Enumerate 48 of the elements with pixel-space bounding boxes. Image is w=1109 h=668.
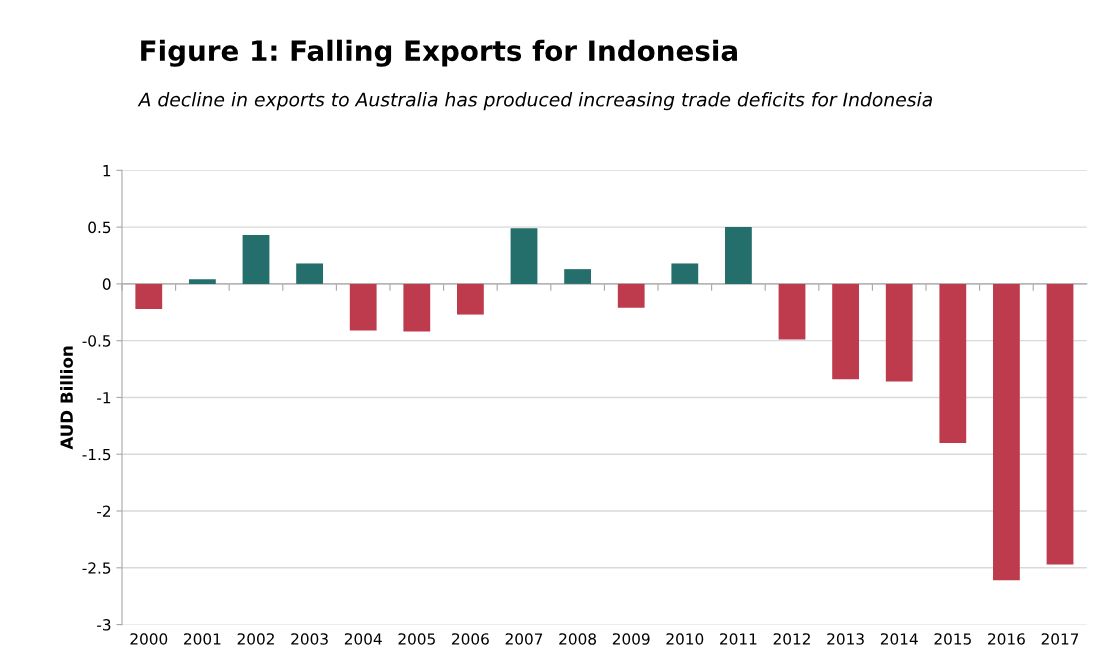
x-tick-label: 2008 <box>559 633 596 645</box>
y-tick-label: -0.5 <box>82 335 111 347</box>
y-tick-label: 0.5 <box>88 221 111 234</box>
x-tick-label: 2004 <box>344 633 382 645</box>
bar <box>188 279 216 284</box>
y-tick-label: -3 <box>97 619 111 631</box>
bar <box>349 283 377 331</box>
bar <box>564 269 591 284</box>
x-tick-label: 2010 <box>666 633 704 645</box>
x-tick-label: 2016 <box>988 633 1025 645</box>
x-tick-label: 2001 <box>184 633 221 645</box>
chart-subtitle: A decline in exports to Australia has produced increasing trade deficits for Indonesia <box>137 92 932 111</box>
bar <box>885 283 913 382</box>
y-tick-label: -2.5 <box>82 562 111 574</box>
y-axis-title: AUD Billion <box>60 346 73 450</box>
chart-title: Figure 1: Falling Exports for Indonesia <box>141 39 737 67</box>
y-tick-label: -1 <box>97 392 111 404</box>
bar <box>617 283 645 308</box>
bar <box>296 263 323 284</box>
y-tick-label: -2 <box>97 505 111 517</box>
bar <box>457 283 484 315</box>
bar <box>403 283 431 332</box>
x-tick-label: 2011 <box>720 633 757 645</box>
bar <box>725 227 752 284</box>
x-tick-label: 2007 <box>505 633 543 645</box>
x-tick-label: 2000 <box>130 633 168 645</box>
x-tick-label: 2009 <box>612 633 650 645</box>
bar <box>939 283 967 443</box>
x-tick-label: 2012 <box>773 633 810 645</box>
x-tick-label: 2013 <box>827 633 864 645</box>
x-tick-label: 2006 <box>452 633 489 645</box>
bar <box>135 283 163 309</box>
bar <box>242 235 270 284</box>
bar <box>1046 283 1074 565</box>
bar <box>832 283 860 380</box>
x-tick-label: 2015 <box>934 633 971 645</box>
bar <box>510 228 538 284</box>
bar <box>778 283 806 340</box>
bar <box>993 283 1020 581</box>
x-tick-label: 2014 <box>880 633 918 645</box>
bar <box>671 263 699 284</box>
x-tick-label: 2005 <box>398 633 435 645</box>
x-tick-label: 2003 <box>291 633 328 645</box>
y-tick-label: 0 <box>102 278 111 290</box>
x-tick-label: 2002 <box>237 633 274 645</box>
x-tick-label: 2017 <box>1041 633 1079 645</box>
y-tick-label: -1.5 <box>82 448 111 461</box>
y-tick-label: 1 <box>103 165 111 177</box>
